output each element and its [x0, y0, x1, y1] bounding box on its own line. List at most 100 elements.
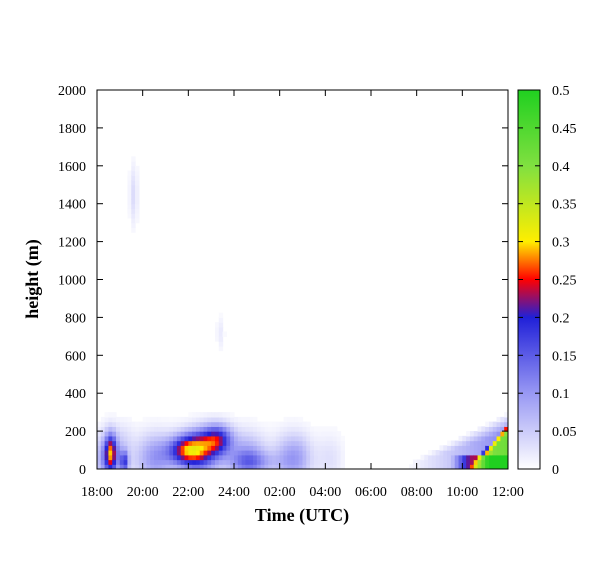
heat-cell: [443, 445, 448, 451]
heat-cell: [112, 440, 117, 446]
heat-cell: [135, 459, 140, 465]
heat-cell: [462, 440, 467, 446]
heat-cell: [119, 445, 125, 451]
heat-cell: [272, 464, 277, 469]
heat-cell: [146, 416, 151, 423]
heat-cell: [100, 426, 106, 432]
heat-cell: [127, 431, 132, 437]
heat-cell: [306, 464, 311, 469]
heat-cell: [154, 454, 159, 461]
heat-cell: [428, 464, 433, 469]
heat-cell: [458, 464, 463, 469]
heat-cell: [466, 431, 471, 437]
heat-cell: [127, 208, 132, 214]
heat-cell: [165, 426, 170, 432]
heat-cell: [287, 459, 292, 465]
heat-cell: [214, 445, 220, 451]
heat-cell: [488, 454, 494, 461]
heat-cell: [218, 317, 224, 323]
heat-cell: [195, 450, 201, 456]
heat-cell: [477, 440, 482, 446]
heat-cell: [306, 426, 311, 432]
heat-cell: [199, 431, 205, 437]
heat-cell: [230, 464, 235, 469]
heat-cell: [192, 435, 197, 442]
heat-cell: [447, 450, 452, 456]
heat-cell: [176, 450, 182, 456]
heat-cell: [268, 426, 273, 432]
heat-cell: [165, 450, 170, 456]
heat-cell: [439, 464, 444, 469]
heat-cell: [477, 464, 482, 469]
heat-cell: [249, 431, 254, 437]
heat-cell: [458, 454, 463, 461]
heat-cell: [161, 440, 167, 446]
heat-cell: [272, 435, 277, 442]
heat-cell: [108, 464, 113, 469]
heat-cell: [340, 464, 345, 469]
heat-cell: [169, 450, 174, 456]
heat-cell: [325, 459, 330, 465]
heat-cell: [104, 450, 110, 456]
heat-cell: [332, 426, 338, 432]
heat-cell: [222, 431, 227, 437]
heat-cell: [329, 435, 334, 442]
heat-cell: [184, 450, 189, 456]
heat-cell: [443, 464, 448, 469]
heat-cell: [131, 180, 136, 186]
heat-cell: [291, 440, 296, 446]
heat-cell: [329, 440, 334, 446]
heat-cell: [184, 435, 189, 442]
y-tick-label: 400: [65, 387, 86, 402]
heat-cell: [504, 431, 508, 437]
heat-cell: [272, 421, 277, 427]
heat-cell: [275, 431, 281, 437]
heat-cell: [146, 445, 151, 451]
heat-cell: [424, 459, 429, 465]
heat-cell: [230, 435, 235, 442]
heat-cell: [211, 464, 216, 469]
heat-cell: [481, 445, 486, 451]
plot-background: [97, 90, 508, 469]
heat-cell: [131, 175, 136, 181]
heat-cell: [154, 435, 159, 442]
heat-cell: [249, 454, 254, 461]
heat-cell: [241, 454, 247, 461]
heat-cell: [424, 454, 429, 461]
heat-cell: [256, 454, 262, 461]
heat-cell: [135, 440, 140, 446]
heat-cell: [313, 440, 319, 446]
heat-cell: [211, 421, 216, 427]
heat-cell: [184, 454, 189, 461]
heat-cell: [218, 341, 224, 347]
heat-cell: [462, 464, 467, 469]
heat-cell: [146, 459, 151, 465]
heat-cell: [142, 445, 148, 451]
heat-cell: [454, 459, 460, 465]
heat-cell: [218, 312, 224, 318]
heat-cell: [260, 450, 266, 456]
heat-cell: [283, 426, 288, 432]
heat-cell: [195, 435, 201, 442]
heat-cell: [488, 450, 494, 456]
heat-cell: [496, 416, 501, 423]
heat-cell: [439, 459, 444, 465]
heat-cell: [488, 445, 494, 451]
heat-cell: [116, 445, 121, 451]
heat-cell: [249, 435, 254, 442]
heat-cell: [207, 445, 212, 451]
heat-cell: [458, 435, 463, 442]
heat-cell: [473, 450, 479, 456]
heat-cell: [450, 440, 456, 446]
heat-cell: [264, 445, 269, 451]
heat-cell: [253, 435, 258, 442]
heat-cell: [283, 416, 288, 423]
heat-cell: [291, 421, 296, 427]
heat-cell: [192, 421, 197, 427]
heat-cell: [165, 435, 170, 442]
heat-cell: [275, 459, 281, 465]
heat-cell: [473, 440, 479, 446]
heat-cell: [218, 336, 224, 342]
heat-cell: [264, 435, 269, 442]
heat-cell: [173, 421, 178, 427]
